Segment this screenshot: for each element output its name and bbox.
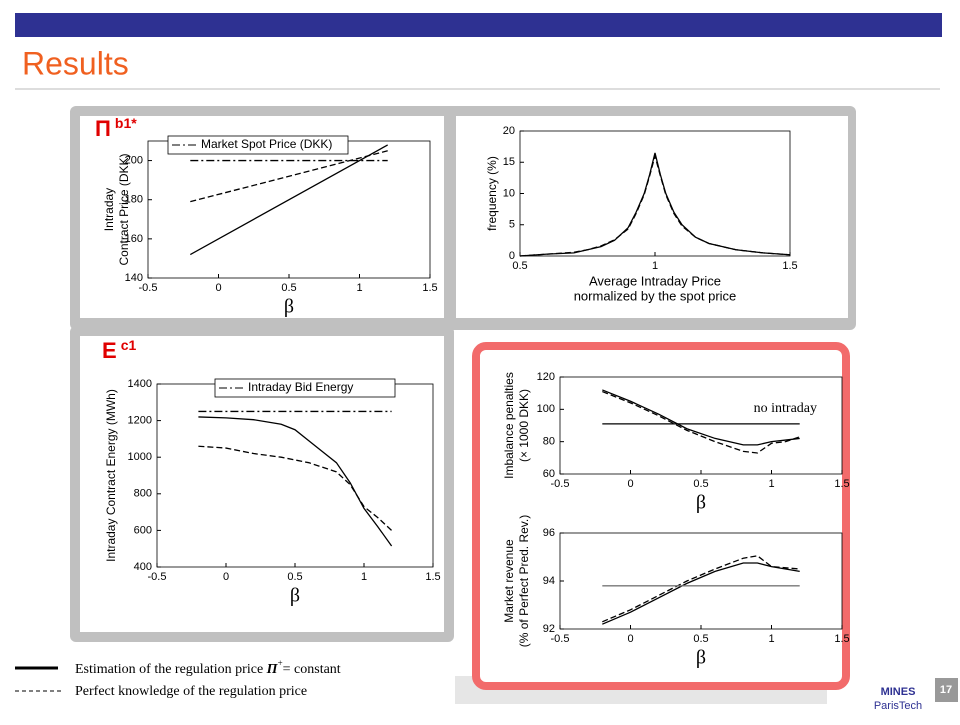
y-tick-label: 0 — [509, 250, 515, 262]
legend-box — [214, 378, 396, 398]
x-tick-label: 1 — [361, 571, 367, 583]
x-tick-label: 0.5 — [281, 282, 296, 294]
x-tick-label: 1 — [652, 260, 658, 272]
y-axis-label: Intraday — [102, 188, 116, 231]
y-tick-label: 92 — [543, 623, 555, 635]
y-tick-label: 140 — [125, 272, 143, 284]
x-tick-label: 1.5 — [425, 571, 440, 583]
y-axis-label: (× 1000 DKK) — [517, 389, 531, 462]
y-tick-label: 20 — [503, 125, 515, 137]
series-line — [602, 555, 800, 623]
y-tick-label: 94 — [543, 575, 555, 587]
x-tick-label: 1.5 — [422, 282, 437, 294]
plot-bg — [456, 116, 848, 318]
y-tick-label: 180 — [125, 194, 143, 206]
slide-title: Results — [22, 45, 129, 81]
x-axis-label: Average Intraday Price — [589, 273, 721, 288]
y-tick-label: 100 — [537, 403, 555, 415]
legend-text: Perfect knowledge of the regulation pric… — [75, 684, 307, 699]
series-line — [189, 144, 389, 256]
y-axis-label: frequency (%) — [485, 156, 499, 231]
x-tick-label: 1.5 — [834, 633, 849, 645]
series-line — [190, 150, 388, 203]
y-tick-label: 800 — [134, 488, 152, 500]
series-line — [519, 153, 791, 257]
x-tick-label: 0.5 — [693, 478, 708, 490]
y-tick-label: 60 — [543, 468, 555, 480]
legend-label: Intraday Bid Energy — [248, 380, 353, 394]
legend-box — [167, 135, 349, 155]
highlight — [472, 342, 850, 690]
x-axis-label: β — [696, 647, 706, 669]
x-axis-label: normalized by the spot price — [574, 288, 737, 303]
x-axis-label: β — [284, 296, 294, 318]
x-tick-label: 0.5 — [693, 633, 708, 645]
x-tick-label: 1.5 — [782, 260, 797, 272]
series-line — [602, 562, 800, 625]
x-tick-label: 0 — [223, 571, 229, 583]
y-tick-label: 15 — [503, 156, 515, 168]
y-axis-label: Intraday Contract Energy (MWh) — [104, 389, 118, 562]
x-tick-label: 1 — [356, 282, 362, 294]
page-box — [935, 678, 958, 702]
y-tick-label: 200 — [125, 154, 143, 166]
legend-label: Market Spot Price (DKK) — [201, 137, 332, 151]
y-axis-label: Imbalance penalties — [502, 372, 516, 479]
series-line — [602, 389, 800, 446]
y-tick-label: 5 — [509, 219, 515, 231]
x-tick-label: -0.5 — [139, 282, 158, 294]
logo: ParisTech — [874, 700, 922, 712]
x-axis-label: β — [696, 492, 706, 514]
x-tick-label: -0.5 — [148, 571, 167, 583]
y-tick-label: 10 — [503, 187, 515, 199]
x-tick-label: -0.5 — [551, 633, 570, 645]
y-tick-label: 1000 — [128, 451, 152, 463]
panel-label-main: E — [102, 338, 117, 363]
x-tick-label: 0.5 — [287, 571, 302, 583]
x-tick-label: 0.5 — [512, 260, 527, 272]
series-line — [198, 416, 393, 547]
y-axis-label: (% of Perfect Pred. Rev.) — [517, 515, 531, 648]
panel-label-sup: c1 — [121, 337, 137, 353]
y-tick-label: 400 — [134, 561, 152, 573]
x-tick-label: 1 — [768, 478, 774, 490]
page-number: 17 — [940, 684, 952, 696]
y-tick-label: 600 — [134, 524, 152, 536]
x-tick-label: -0.5 — [551, 478, 570, 490]
y-tick-label: 96 — [543, 527, 555, 539]
x-axis-label: β — [290, 585, 300, 607]
x-tick-label: 0 — [627, 478, 633, 490]
logo: MINES — [881, 686, 916, 698]
y-tick-label: 1200 — [128, 415, 152, 427]
header-bar — [15, 13, 942, 37]
x-tick-label: 0 — [627, 633, 633, 645]
series-line — [602, 390, 800, 454]
panel-label-main: Π — [95, 116, 111, 141]
x-tick-label: 1.5 — [834, 478, 849, 490]
y-tick-label: 1400 — [128, 378, 152, 390]
annotation: no intraday — [754, 401, 817, 416]
y-axis-label: Market revenue — [502, 539, 516, 623]
panel-label-sup: b1* — [115, 115, 137, 131]
x-tick-label: 0 — [215, 282, 221, 294]
series-line — [198, 445, 393, 531]
y-axis-label: Contract Price (DKK) — [117, 153, 131, 265]
y-tick-label: 120 — [537, 371, 555, 383]
x-tick-label: 1 — [768, 633, 774, 645]
y-tick-label: 80 — [543, 436, 555, 448]
legend-text: Estimation of the regulation price Π+= c… — [75, 658, 341, 677]
y-tick-label: 160 — [125, 233, 143, 245]
